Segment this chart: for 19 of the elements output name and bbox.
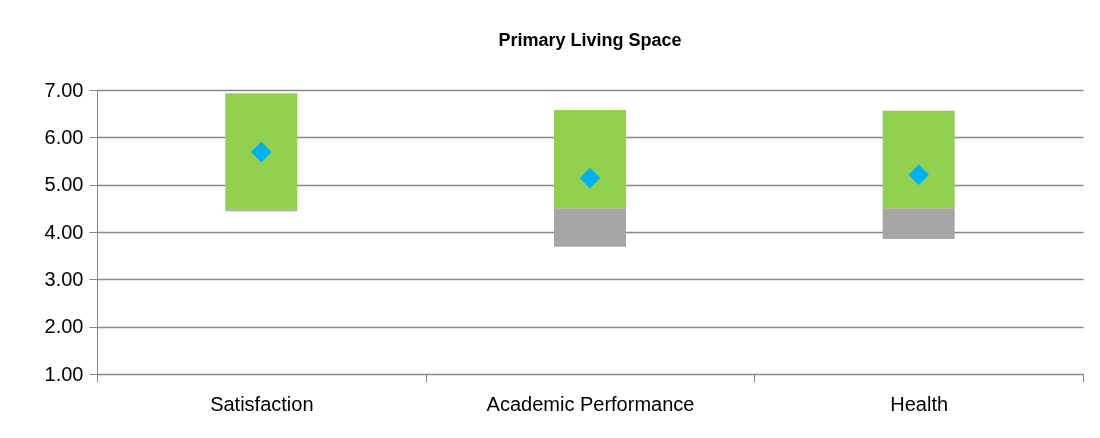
point [251, 141, 272, 163]
y-tick-label: 2.00 [44, 315, 84, 338]
y-tick-label: 6.00 [44, 125, 84, 148]
bar [554, 109, 626, 209]
x-tick-label: Health [890, 392, 949, 415]
chart-title: Primary Living Space [498, 30, 682, 50]
point [908, 164, 929, 185]
x-tick-label: Academic Performance [486, 392, 695, 415]
point [579, 167, 601, 189]
x-tick-label: Satisfaction [210, 392, 314, 415]
y-tick-label: 3.00 [44, 267, 84, 290]
bar [225, 93, 298, 210]
y-tick-label: 4.00 [44, 220, 84, 243]
bar [882, 208, 955, 240]
bar [882, 110, 955, 209]
y-tick-label: 5.00 [44, 173, 84, 196]
bar [554, 208, 626, 247]
y-tick-label: 7.00 [44, 78, 84, 101]
y-tick-label: 1.00 [44, 362, 84, 385]
